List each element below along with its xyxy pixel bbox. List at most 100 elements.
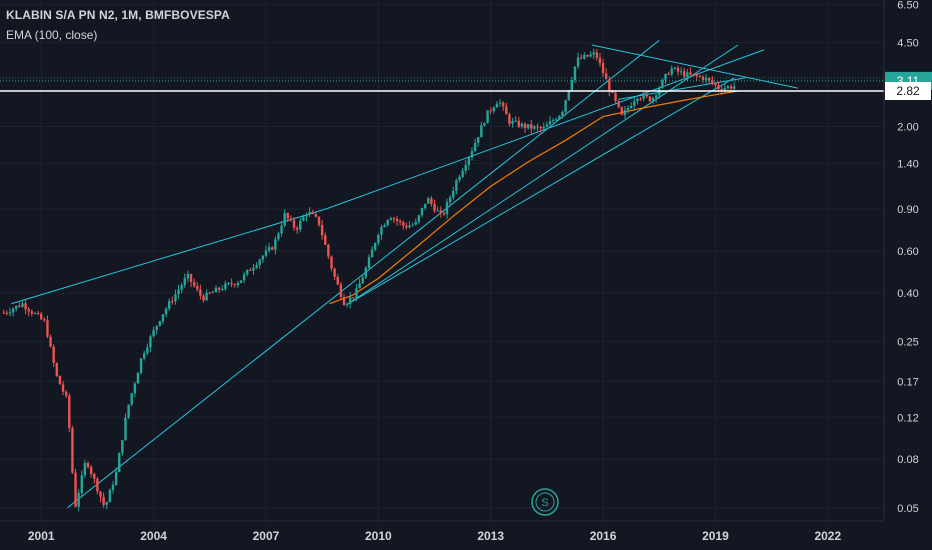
candle-body[interactable] [464, 165, 467, 171]
trendlines[interactable] [11, 40, 798, 509]
candle-body[interactable] [105, 502, 108, 505]
candle-body[interactable] [295, 227, 299, 230]
candle-body[interactable] [467, 157, 471, 166]
candle-body[interactable] [629, 105, 633, 108]
candle-body[interactable] [286, 213, 289, 219]
candle-body[interactable] [342, 296, 346, 306]
candle-body[interactable] [470, 151, 474, 158]
candle-body[interactable] [311, 211, 314, 215]
candle-body[interactable] [177, 289, 180, 295]
candle-body[interactable] [614, 92, 617, 102]
candle-body[interactable] [564, 100, 567, 112]
candle-body[interactable] [27, 309, 30, 312]
candle-body[interactable] [370, 249, 374, 258]
candle-body[interactable] [492, 107, 496, 112]
candle-body[interactable] [654, 95, 658, 98]
candle-body[interactable] [233, 284, 236, 286]
candle-body[interactable] [558, 115, 561, 120]
candle-body[interactable] [461, 170, 464, 177]
candle-body[interactable] [36, 313, 40, 315]
candle-body[interactable] [517, 120, 520, 127]
candle-body[interactable] [299, 220, 302, 230]
candle-body[interactable] [345, 303, 349, 306]
candle-body[interactable] [505, 106, 508, 115]
candle-body[interactable] [246, 269, 249, 275]
candle-body[interactable] [127, 404, 130, 418]
candle-body[interactable] [164, 308, 168, 315]
candle-body[interactable] [64, 391, 68, 396]
candle-body[interactable] [314, 214, 318, 217]
candle-body[interactable] [139, 358, 143, 373]
candle-body[interactable] [136, 372, 140, 384]
candle-body[interactable] [392, 218, 396, 220]
candle-body[interactable] [427, 198, 430, 204]
candle-body[interactable] [417, 215, 421, 223]
candlestick-series[interactable] [2, 48, 736, 512]
candle-body[interactable] [707, 77, 711, 81]
candle-body[interactable] [283, 213, 286, 226]
candle-body[interactable] [389, 218, 393, 221]
candle-body[interactable] [199, 289, 202, 296]
candle-body[interactable] [249, 269, 252, 271]
candle-body[interactable] [336, 276, 339, 285]
candle-body[interactable] [224, 283, 227, 289]
candle-body[interactable] [430, 198, 433, 204]
candle-body[interactable] [405, 225, 408, 228]
candle-body[interactable] [545, 124, 549, 127]
candle-body[interactable] [239, 280, 243, 283]
candle-body[interactable] [455, 180, 458, 191]
candle-body[interactable] [349, 297, 352, 304]
candle-body[interactable] [679, 71, 683, 73]
candle-body[interactable] [327, 244, 330, 257]
candle-body[interactable] [89, 467, 93, 474]
candle-body[interactable] [651, 97, 655, 102]
candle-body[interactable] [704, 77, 708, 80]
candle-body[interactable] [423, 203, 427, 208]
candle-body[interactable] [280, 225, 283, 234]
candle-body[interactable] [74, 472, 77, 507]
candle-body[interactable] [623, 110, 627, 115]
candle-body[interactable] [414, 222, 417, 225]
candle-body[interactable] [267, 247, 271, 251]
candle-body[interactable] [161, 314, 165, 322]
candle-body[interactable] [498, 102, 502, 104]
candle-body[interactable] [501, 102, 505, 107]
candle-body[interactable] [642, 94, 645, 99]
candle-body[interactable] [205, 292, 208, 301]
candle-body[interactable] [320, 224, 324, 236]
candle-body[interactable] [714, 83, 717, 86]
candle-body[interactable] [324, 235, 327, 245]
candle-body[interactable] [11, 308, 15, 313]
candle-body[interactable] [5, 312, 9, 314]
candle-body[interactable] [452, 190, 455, 198]
candle-body[interactable] [473, 142, 477, 152]
candle-body[interactable] [667, 73, 670, 75]
candle-body[interactable] [386, 220, 389, 226]
candle-body[interactable] [717, 85, 720, 89]
candle-body[interactable] [720, 88, 723, 91]
trendline[interactable] [11, 208, 327, 305]
candle-body[interactable] [208, 292, 211, 294]
candle-body[interactable] [124, 417, 127, 441]
candle-body[interactable] [523, 123, 527, 129]
candle-body[interactable] [445, 202, 449, 215]
candle-body[interactable] [133, 383, 137, 394]
candle-body[interactable] [80, 475, 83, 494]
candle-body[interactable] [196, 285, 199, 290]
candle-body[interactable] [530, 124, 533, 129]
candle-body[interactable] [583, 54, 586, 59]
candle-body[interactable] [43, 319, 46, 321]
candle-body[interactable] [670, 68, 673, 75]
candle-body[interactable] [398, 220, 402, 223]
candle-body[interactable] [542, 126, 545, 129]
candle-body[interactable] [230, 282, 233, 285]
candle-body[interactable] [186, 274, 190, 279]
trendline[interactable] [67, 40, 660, 509]
trendline[interactable] [348, 77, 735, 305]
candle-body[interactable] [601, 63, 605, 74]
candle-body[interactable] [8, 312, 12, 314]
candle-body[interactable] [258, 259, 261, 265]
candle-body[interactable] [96, 478, 99, 492]
candle-body[interactable] [289, 218, 293, 221]
